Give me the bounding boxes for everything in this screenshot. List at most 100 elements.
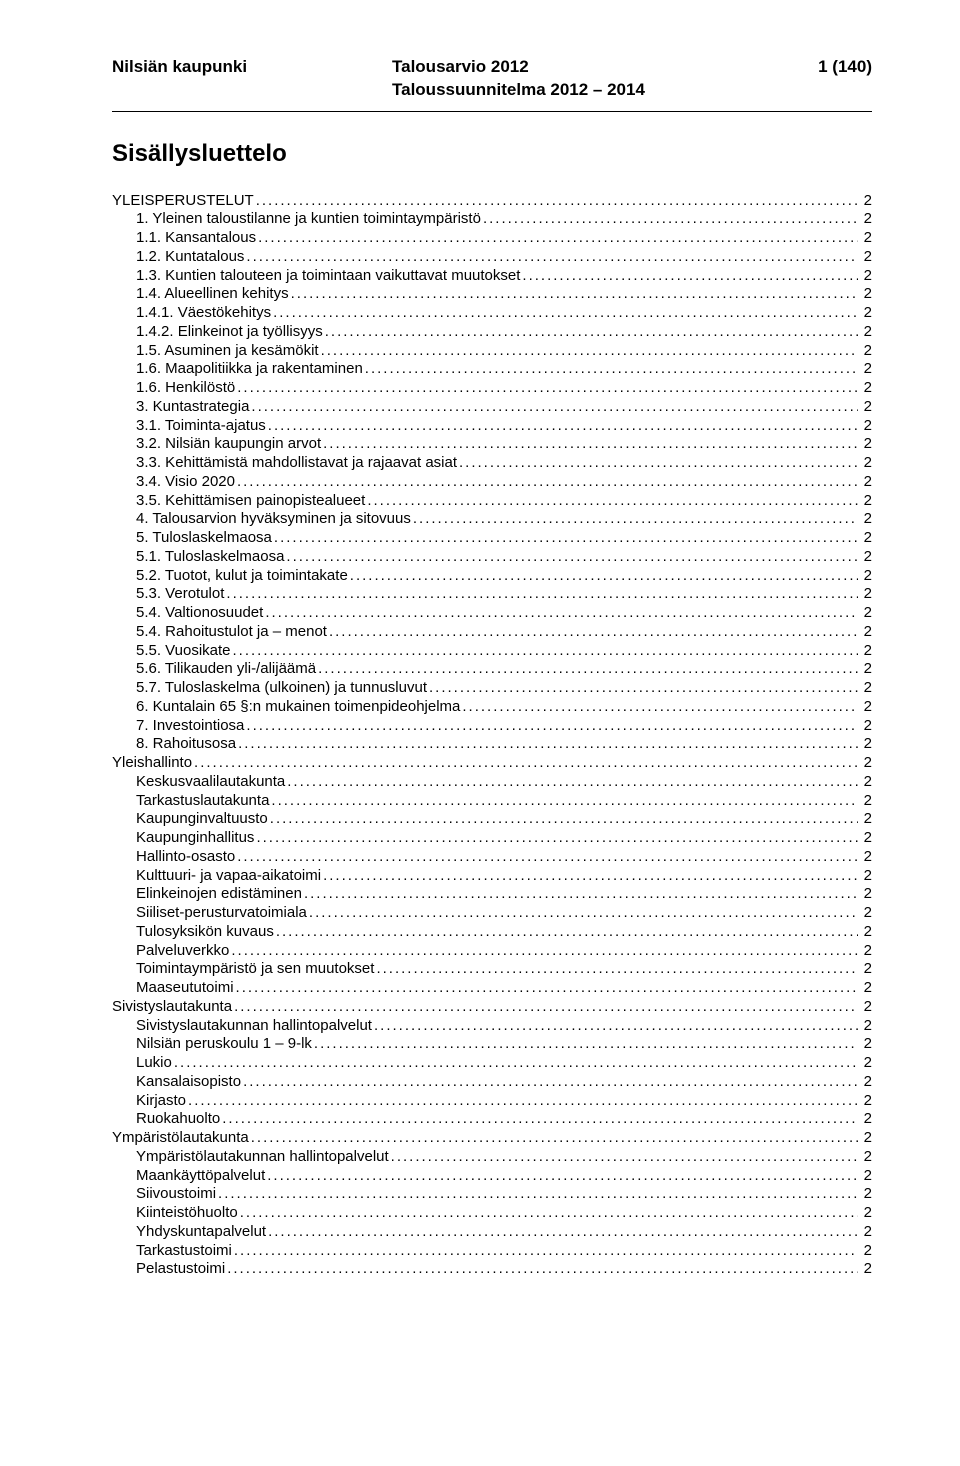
toc-entry-page: 2 [860, 323, 872, 342]
toc-entry-page: 2 [860, 885, 872, 904]
toc-entry: Kirjasto2 [112, 1092, 872, 1111]
toc-entry-leader [174, 1054, 858, 1073]
toc-entry-label: Sivistyslautakunnan hallintopalvelut [136, 1017, 372, 1036]
toc-entry-leader [231, 942, 857, 961]
page: Nilsiän kaupunki Talousarvio 2012 1 (140… [0, 0, 960, 1466]
toc-entry-page: 2 [860, 773, 872, 792]
toc-entry-leader [274, 529, 858, 548]
toc-entry-page: 2 [860, 304, 872, 323]
toc-entry: Palveluverkko2 [112, 942, 872, 961]
toc-entry: Toimintaympäristö ja sen muutokset2 [112, 960, 872, 979]
toc-entry: 5.6. Tilikauden yli-/alijäämä2 [112, 660, 872, 679]
header-divider [112, 111, 872, 112]
toc-entry-page: 2 [860, 1035, 872, 1054]
toc-entry: 6. Kuntalain 65 §:n mukainen toimenpideo… [112, 698, 872, 717]
toc-entry-page: 2 [860, 285, 872, 304]
toc-entry-leader [376, 960, 857, 979]
toc-entry: 1.4.2. Elinkeinot ja työllisyys2 [112, 323, 872, 342]
toc-entry-leader [194, 754, 858, 773]
toc-entry-page: 2 [860, 435, 872, 454]
toc-entry-page: 2 [860, 604, 872, 623]
toc-entry-label: 7. Investointiosa [136, 717, 244, 736]
header-row-1: Nilsiän kaupunki Talousarvio 2012 1 (140… [112, 56, 872, 77]
toc-entry-leader [304, 885, 858, 904]
toc-entry: Ympäristölautakunta2 [112, 1129, 872, 1148]
toc-entry: 1.4.1. Väestökehitys2 [112, 304, 872, 323]
toc-entry-label: Kaupunginvaltuusto [136, 810, 268, 829]
toc-entry-page: 2 [860, 979, 872, 998]
toc-entry-page: 2 [860, 942, 872, 961]
toc-entry-label: 5.4. Rahoitustulot ja – menot [136, 623, 327, 642]
toc-entry-page: 2 [860, 510, 872, 529]
toc-entry: 1.5. Asuminen ja kesämökit2 [112, 342, 872, 361]
toc-entry-leader [365, 360, 858, 379]
toc-entry-page: 2 [860, 998, 872, 1017]
toc-entry: 3.2. Nilsiän kaupungin arvot 2 [112, 435, 872, 454]
toc-entry-label: 5.3. Verotulot [136, 585, 224, 604]
toc-entry: 3. Kuntastrategia2 [112, 398, 872, 417]
toc-entry-page: 2 [860, 248, 872, 267]
toc-entry: 1.2. Kuntatalous 2 [112, 248, 872, 267]
toc-entry: 3.3. Kehittämistä mahdollistavat ja raja… [112, 454, 872, 473]
toc-entry-page: 2 [860, 1092, 872, 1111]
toc-entry: 3.4. Visio 20202 [112, 473, 872, 492]
toc-entry-page: 2 [860, 492, 872, 511]
toc-entry-leader [243, 1073, 858, 1092]
toc-entry-leader [226, 585, 857, 604]
toc-entry: Yleishallinto2 [112, 754, 872, 773]
toc-entry-leader [271, 792, 857, 811]
toc-entry-leader [323, 435, 858, 454]
toc-entry-page: 2 [860, 1017, 872, 1036]
toc-list: YLEISPERUSTELUT21. Yleinen taloustilanne… [112, 192, 872, 1280]
toc-entry-label: 5. Tuloslaskelmaosa [136, 529, 272, 548]
toc-entry-leader [237, 473, 858, 492]
toc-entry-leader [237, 379, 857, 398]
header-doc-title: Talousarvio 2012 [392, 56, 792, 77]
header-page-label: 1 (140) [792, 56, 872, 77]
toc-entry-leader [188, 1092, 858, 1111]
toc-entry-label: Hallinto-osasto [136, 848, 235, 867]
toc-entry: 5.1. Tuloslaskelmaosa2 [112, 548, 872, 567]
toc-entry: 5. Tuloslaskelmaosa2 [112, 529, 872, 548]
toc-entry: 5.7. Tuloslaskelma (ulkoinen) ja tunnusl… [112, 679, 872, 698]
toc-entry-label: 1.1. Kansantalous [136, 229, 256, 248]
toc-entry-page: 2 [860, 660, 872, 679]
toc-entry-page: 2 [860, 1223, 872, 1242]
toc-entry: Tarkastuslautakunta2 [112, 792, 872, 811]
toc-entry-page: 2 [860, 567, 872, 586]
toc-entry: 1.1. Kansantalous2 [112, 229, 872, 248]
toc-entry-label: 1.2. Kuntatalous [136, 248, 244, 267]
toc-entry-page: 2 [860, 192, 872, 211]
toc-entry: Hallinto-osasto 2 [112, 848, 872, 867]
toc-entry-page: 2 [860, 810, 872, 829]
toc-entry-page: 2 [860, 1167, 872, 1186]
toc-entry-page: 2 [860, 848, 872, 867]
toc-entry-leader [374, 1017, 858, 1036]
toc-entry-label: Maaseututoimi [136, 979, 234, 998]
toc-entry-leader [265, 604, 857, 623]
toc-entry-page: 2 [860, 1148, 872, 1167]
toc-entry-leader [367, 492, 857, 511]
toc-entry: Ruokahuolto2 [112, 1110, 872, 1129]
toc-entry-page: 2 [860, 1073, 872, 1092]
toc-entry-page: 2 [860, 623, 872, 642]
toc-entry-leader [291, 285, 858, 304]
toc-entry-label: Tulosyksikön kuvaus [136, 923, 274, 942]
toc-entry-label: 4. Talousarvion hyväksyminen ja sitovuus [136, 510, 411, 529]
toc-entry-page: 2 [860, 1110, 872, 1129]
toc-entry: 3.5. Kehittämisen painopistealueet2 [112, 492, 872, 511]
toc-entry-leader [459, 454, 858, 473]
toc-entry-label: 1.4. Alueellinen kehitys [136, 285, 289, 304]
toc-entry-leader [329, 623, 858, 642]
toc-entry-leader [462, 698, 857, 717]
toc-entry-label: 3.2. Nilsiän kaupungin arvot [136, 435, 321, 454]
toc-entry: 1.3. Kuntien talouteen ja toimintaan vai… [112, 267, 872, 286]
toc-entry-leader [273, 304, 858, 323]
toc-entry-leader [246, 248, 857, 267]
toc-entry-label: Pelastustoimi [136, 1260, 225, 1279]
toc-entry: Tulosyksikön kuvaus2 [112, 923, 872, 942]
toc-entry-label: Kansalaisopisto [136, 1073, 241, 1092]
toc-entry-leader [234, 998, 858, 1017]
toc-entry-label: 1. Yleinen taloustilanne ja kuntien toim… [136, 210, 481, 229]
toc-entry-label: Maankäyttöpalvelut [136, 1167, 265, 1186]
